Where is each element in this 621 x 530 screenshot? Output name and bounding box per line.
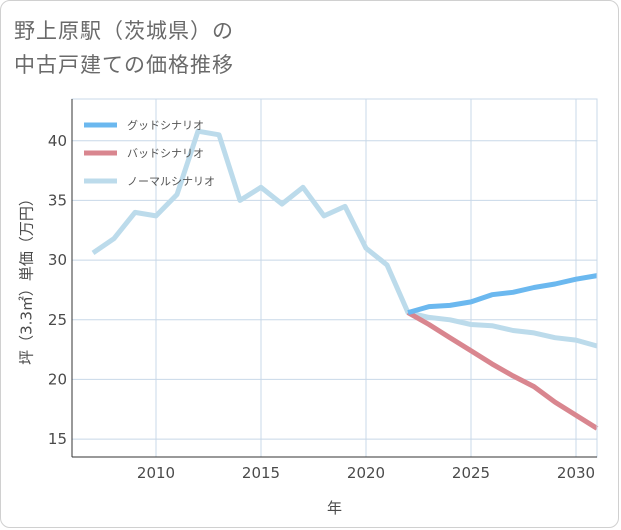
x-tick-label: 2010 xyxy=(137,464,175,482)
legend-label-good: グッドシナリオ xyxy=(127,118,204,132)
x-tick-label: 2025 xyxy=(452,464,490,482)
x-tick-label: 2030 xyxy=(557,464,595,482)
y-tick-label: 15 xyxy=(48,430,67,448)
chart-title-line2: 中古戸建ての価格推移 xyxy=(14,53,234,77)
y-axis-label: 坪（3.3㎡）単価（万円） xyxy=(18,191,36,365)
y-tick-label: 35 xyxy=(48,191,67,209)
y-tick-label: 25 xyxy=(48,311,67,329)
series-line-good xyxy=(407,273,598,316)
chart-title-line1: 野上原駅（茨城県）の xyxy=(14,19,234,43)
x-tick-label: 2015 xyxy=(242,464,280,482)
y-tick-label: 30 xyxy=(48,251,67,269)
legend-label-bad: バッドシナリオ xyxy=(127,147,204,160)
series-lines xyxy=(91,128,599,431)
legend-label-normal: ノーマルシナリオ xyxy=(127,175,215,188)
x-axis-label: 年 xyxy=(327,499,342,517)
x-tick-label: 2020 xyxy=(347,464,385,482)
chart-title: 野上原駅（茨城県）の 中古戸建ての価格推移 xyxy=(14,14,234,82)
series-line-bad xyxy=(406,310,599,431)
series-line-normal xyxy=(91,128,598,349)
axes xyxy=(71,98,598,458)
y-tick-label: 20 xyxy=(48,370,67,388)
grid-lines xyxy=(72,99,597,457)
y-tick-label: 40 xyxy=(48,132,67,150)
